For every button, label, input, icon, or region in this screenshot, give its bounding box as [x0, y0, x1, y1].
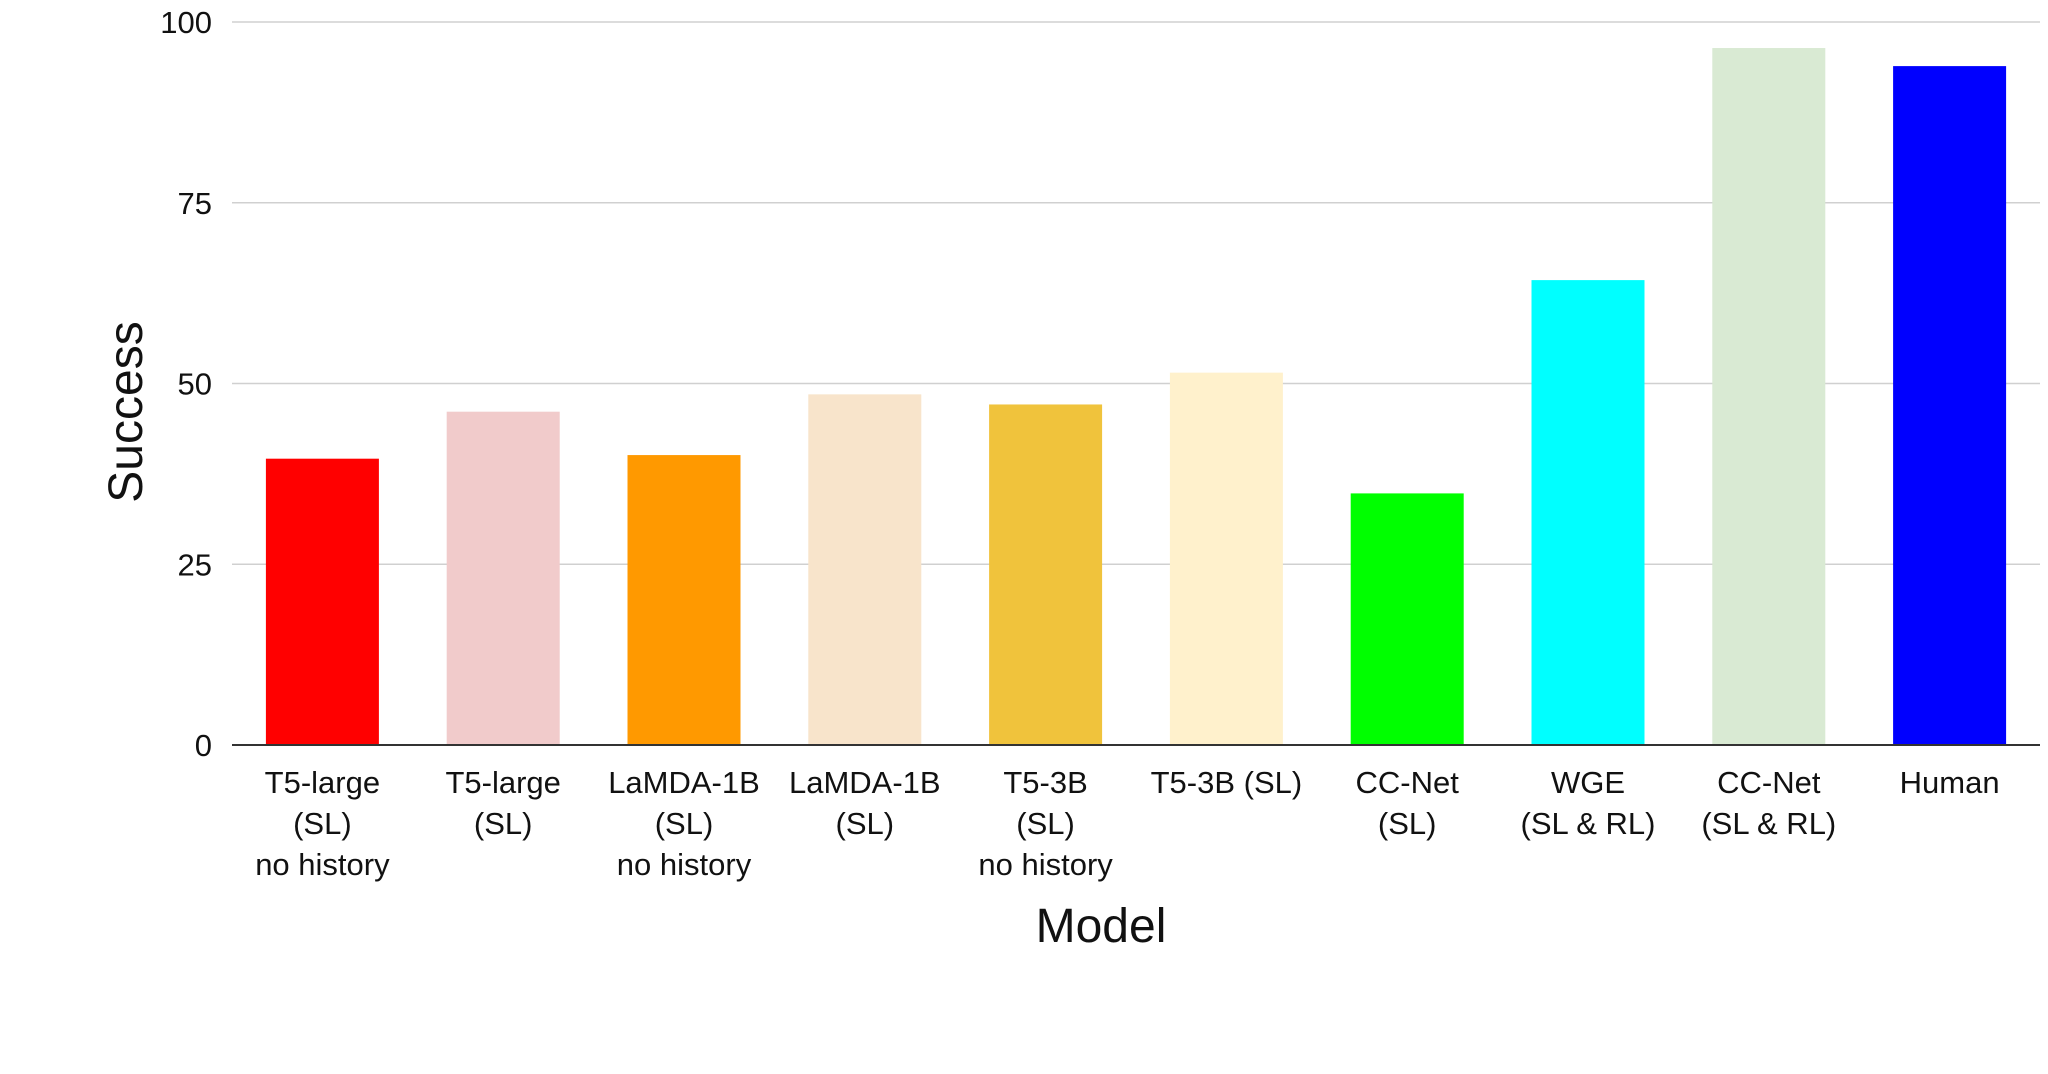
x-tick-label: (SL & RL) — [1521, 806, 1656, 841]
bar — [989, 404, 1103, 745]
bar — [446, 411, 560, 745]
bar — [1893, 66, 2007, 745]
y-tick-label: 50 — [178, 367, 212, 402]
x-tick-label: T5-3B (SL) — [1151, 765, 1303, 800]
x-axis-title: Model — [1036, 900, 1167, 953]
x-category-labels: T5-large (SL) no history T5-large (SL) LaMDA-… — [255, 765, 1999, 882]
x-tick-label: T5-large — [445, 765, 560, 800]
x-tick-label: (SL) — [1378, 806, 1437, 841]
bar — [1531, 280, 1645, 745]
bar — [1350, 493, 1464, 745]
y-axis-title: Success — [100, 321, 153, 502]
x-tick-label: (SL) — [836, 806, 895, 841]
x-tick-label: CC-Net — [1717, 765, 1821, 800]
y-tick-label: 0 — [195, 728, 212, 763]
bar — [1712, 48, 1826, 745]
x-tick-label: (SL) — [1016, 806, 1075, 841]
x-tick-label: no history — [617, 847, 752, 882]
bar — [265, 458, 379, 745]
x-tick-label: WGE — [1551, 765, 1625, 800]
y-tick-label: 100 — [160, 5, 212, 40]
x-tick-label: (SL) — [293, 806, 352, 841]
x-tick-label: (SL) — [655, 806, 714, 841]
y-tick-label: 25 — [178, 547, 212, 582]
x-tick-label: T5-large — [265, 765, 380, 800]
x-tick-label: (SL & RL) — [1701, 806, 1836, 841]
x-tick-label: no history — [978, 847, 1113, 882]
x-tick-label: CC-Net — [1356, 765, 1460, 800]
y-tick-labels: 0 25 50 75 100 — [160, 5, 212, 763]
bars — [265, 48, 2007, 745]
x-tick-label: (SL) — [474, 806, 533, 841]
y-tick-label: 75 — [178, 186, 212, 221]
x-tick-label: LaMDA-1B — [789, 765, 941, 800]
bar — [1169, 372, 1283, 745]
x-tick-label: LaMDA-1B — [608, 765, 760, 800]
x-tick-label: Human — [1900, 765, 2000, 800]
bar — [627, 455, 741, 745]
x-tick-label: no history — [255, 847, 390, 882]
x-tick-label: T5-3B — [1003, 765, 1087, 800]
bar — [808, 394, 922, 745]
